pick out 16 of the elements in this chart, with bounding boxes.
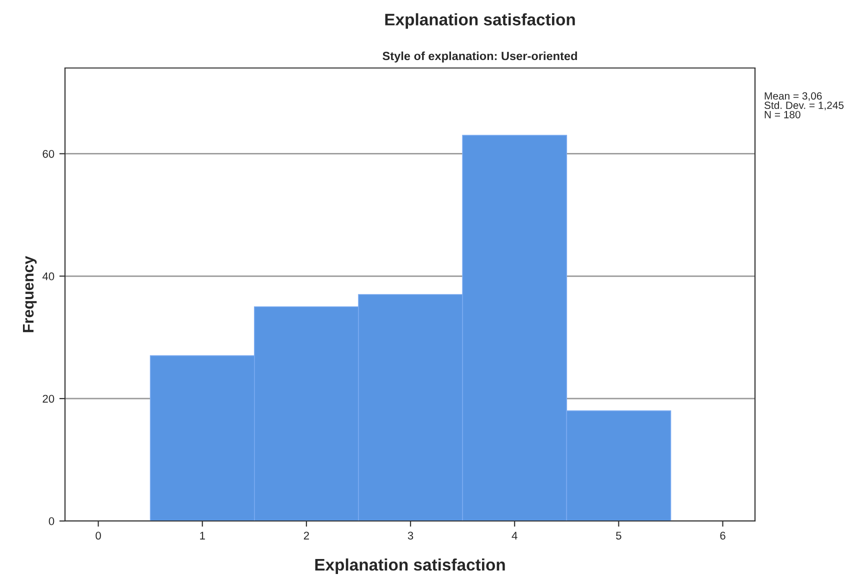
y-tick-label: 0 xyxy=(48,517,54,526)
y-tick-label: 20 xyxy=(42,394,54,403)
text: Mean = 3,06 Std. Dev. = 1,245 N = 180 xyxy=(764,92,844,118)
y-tick-label: 60 xyxy=(42,150,54,158)
x-tick-label: 1 xyxy=(200,532,205,540)
x-tick-label: 3 xyxy=(408,532,414,540)
chart-title: Explanation satisfaction xyxy=(385,13,575,29)
y-tick-label: 40 xyxy=(42,272,54,280)
x-tick-label: 6 xyxy=(720,532,726,540)
x-axis-title: Explanation satisfaction xyxy=(315,558,505,574)
x-tick-label: 5 xyxy=(616,532,622,540)
y-axis-title: Frequency xyxy=(22,256,37,332)
x-tick-label: 0 xyxy=(96,532,101,540)
x-tick-label: 2 xyxy=(304,532,309,540)
chart-subtitle: Style of explanation: User-oriented xyxy=(382,52,577,63)
x-tick-label: 4 xyxy=(512,532,518,540)
